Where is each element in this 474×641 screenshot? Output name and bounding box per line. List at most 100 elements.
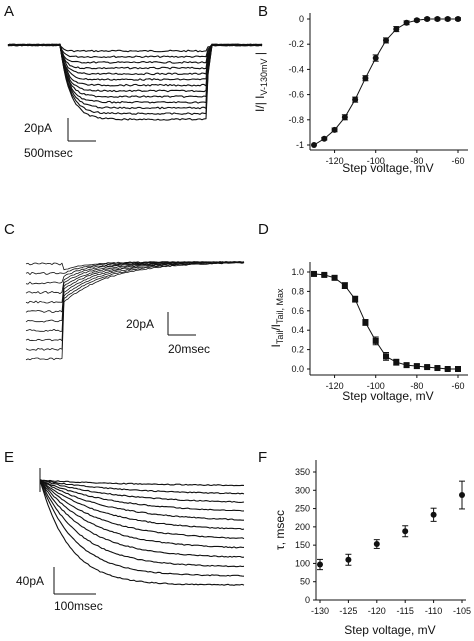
y-tick-label: -0.4 xyxy=(288,64,304,74)
current-trace xyxy=(39,479,245,558)
data-point xyxy=(383,353,389,360)
current-trace xyxy=(39,479,245,586)
scale-label-e-time: 100msec xyxy=(54,599,103,613)
x-tick-label: -130 xyxy=(311,606,329,616)
data-point xyxy=(331,274,338,281)
y-axis-title-d: ITail/ITail, Max xyxy=(269,288,285,348)
x-axis-title-f: Step voltage, mV xyxy=(344,623,435,637)
panel-c: C 20pA 20msec xyxy=(4,221,245,361)
current-trace xyxy=(25,261,245,294)
x-tick-label: -100 xyxy=(367,156,385,166)
traces-c xyxy=(25,261,245,361)
y-ticks-f: 0 50 100 150 200 250 300 350 xyxy=(295,467,316,605)
x-tick-label: -120 xyxy=(368,606,386,616)
scale-bar-e: 40pA 100msec xyxy=(16,567,103,613)
x-ticks-f: -130 -125 -120 -115 -110 -105 xyxy=(311,600,471,616)
data-point xyxy=(403,362,410,369)
data-point xyxy=(321,135,328,142)
data-point xyxy=(430,511,437,518)
panel-b: B 0 -0.2 -0.4 -0.6 -0.8 -1 -120 -100 -80 -60 Ste… xyxy=(253,3,468,175)
data-point xyxy=(402,528,409,535)
current-trace xyxy=(7,43,263,76)
data-point xyxy=(372,55,379,62)
panel-d: D 1.0 0.8 0.6 0.4 0.2 0.0 -120 -100 -80 -60 Step… xyxy=(258,221,468,403)
x-ticks-d: -120 -100 -80 -60 xyxy=(326,375,465,391)
scale-label-a-time: 500msec xyxy=(24,146,73,160)
x-tick-label: -120 xyxy=(326,156,344,166)
data-point xyxy=(372,337,379,344)
x-tick-label: -80 xyxy=(410,156,423,166)
data-point xyxy=(321,271,328,278)
current-trace xyxy=(25,262,245,351)
current-trace xyxy=(39,479,245,487)
x-tick-label: -110 xyxy=(425,606,442,616)
panel-letter-e: E xyxy=(4,449,14,466)
data-point xyxy=(403,19,410,26)
y-axis-title-d-sub2: Tail, Max xyxy=(275,288,285,324)
data-point xyxy=(424,16,431,22)
y-tick-label: 0 xyxy=(299,14,304,24)
current-trace xyxy=(39,479,245,512)
traces-a xyxy=(7,43,263,121)
y-tick-label: 100 xyxy=(295,558,310,568)
data-point xyxy=(331,126,338,133)
data-point xyxy=(373,541,380,548)
current-trace xyxy=(39,479,245,568)
data-point xyxy=(413,363,420,370)
y-tick-label: 250 xyxy=(295,504,310,514)
y-tick-label: 350 xyxy=(295,467,310,477)
current-trace xyxy=(7,43,263,110)
data-point xyxy=(311,142,317,148)
data-point xyxy=(413,17,420,24)
y-tick-label: 1.0 xyxy=(291,267,304,277)
y-tick-label: -0.6 xyxy=(288,90,304,100)
current-trace xyxy=(25,262,245,361)
y-axis-title-b-end: | xyxy=(253,52,267,58)
data-point xyxy=(341,282,348,289)
data-point xyxy=(393,26,400,33)
y-tick-label: 0.6 xyxy=(291,306,304,316)
data-point xyxy=(444,366,451,372)
y-tick-label: 150 xyxy=(295,540,310,550)
x-tick-label: -115 xyxy=(397,606,414,616)
y-axis-title-b: I/| IV-130mV | xyxy=(253,52,269,112)
scale-bar-c: 20pA 20msec xyxy=(126,312,210,356)
current-trace xyxy=(7,43,263,64)
x-tick-label: -120 xyxy=(326,381,344,391)
y-ticks-d: 1.0 0.8 0.6 0.4 0.2 0.0 xyxy=(291,267,310,374)
current-trace xyxy=(39,479,244,521)
x-ticks-b: -120 -100 -80 -60 xyxy=(326,150,465,166)
current-trace xyxy=(39,479,245,503)
panel-a: A 20pA 500msec xyxy=(4,3,263,160)
data-point xyxy=(455,366,461,372)
x-axis-title-b: Step voltage, mV xyxy=(342,161,433,175)
x-tick-label: -80 xyxy=(410,381,423,391)
data-point xyxy=(311,270,317,277)
scale-label-a-current: 20pA xyxy=(24,121,52,135)
y-tick-label: 200 xyxy=(295,522,310,532)
traces-e xyxy=(39,468,245,586)
data-point xyxy=(459,492,465,499)
scale-label-c-current: 20pA xyxy=(126,317,154,331)
panel-letter-f: F xyxy=(258,449,267,466)
panel-f: F 0 50 100 150 200 250 300 350 -130 -125 -120 -115… xyxy=(258,449,471,637)
data-point xyxy=(352,96,359,103)
data-point xyxy=(444,16,451,22)
y-axis-title-b-main: I/| I xyxy=(253,96,267,112)
y-axis-title-b-sub: V-130mV xyxy=(259,58,269,95)
x-tick-label: -105 xyxy=(453,606,471,616)
y-axis-title-d-main: I xyxy=(269,344,283,347)
x-axis-title-d: Step voltage, mV xyxy=(342,389,433,403)
current-trace xyxy=(7,43,263,98)
series-b xyxy=(311,16,461,148)
current-trace xyxy=(7,43,263,121)
data-point xyxy=(434,365,441,372)
data-point xyxy=(317,561,323,568)
y-tick-label: 0 xyxy=(305,595,310,605)
panel-e: E 40pA 100msec xyxy=(4,449,245,613)
scale-label-c-time: 20msec xyxy=(168,342,210,356)
y-axis-title-f: τ, msec xyxy=(273,510,287,550)
scale-bar-a: 20pA 500msec xyxy=(24,118,96,160)
